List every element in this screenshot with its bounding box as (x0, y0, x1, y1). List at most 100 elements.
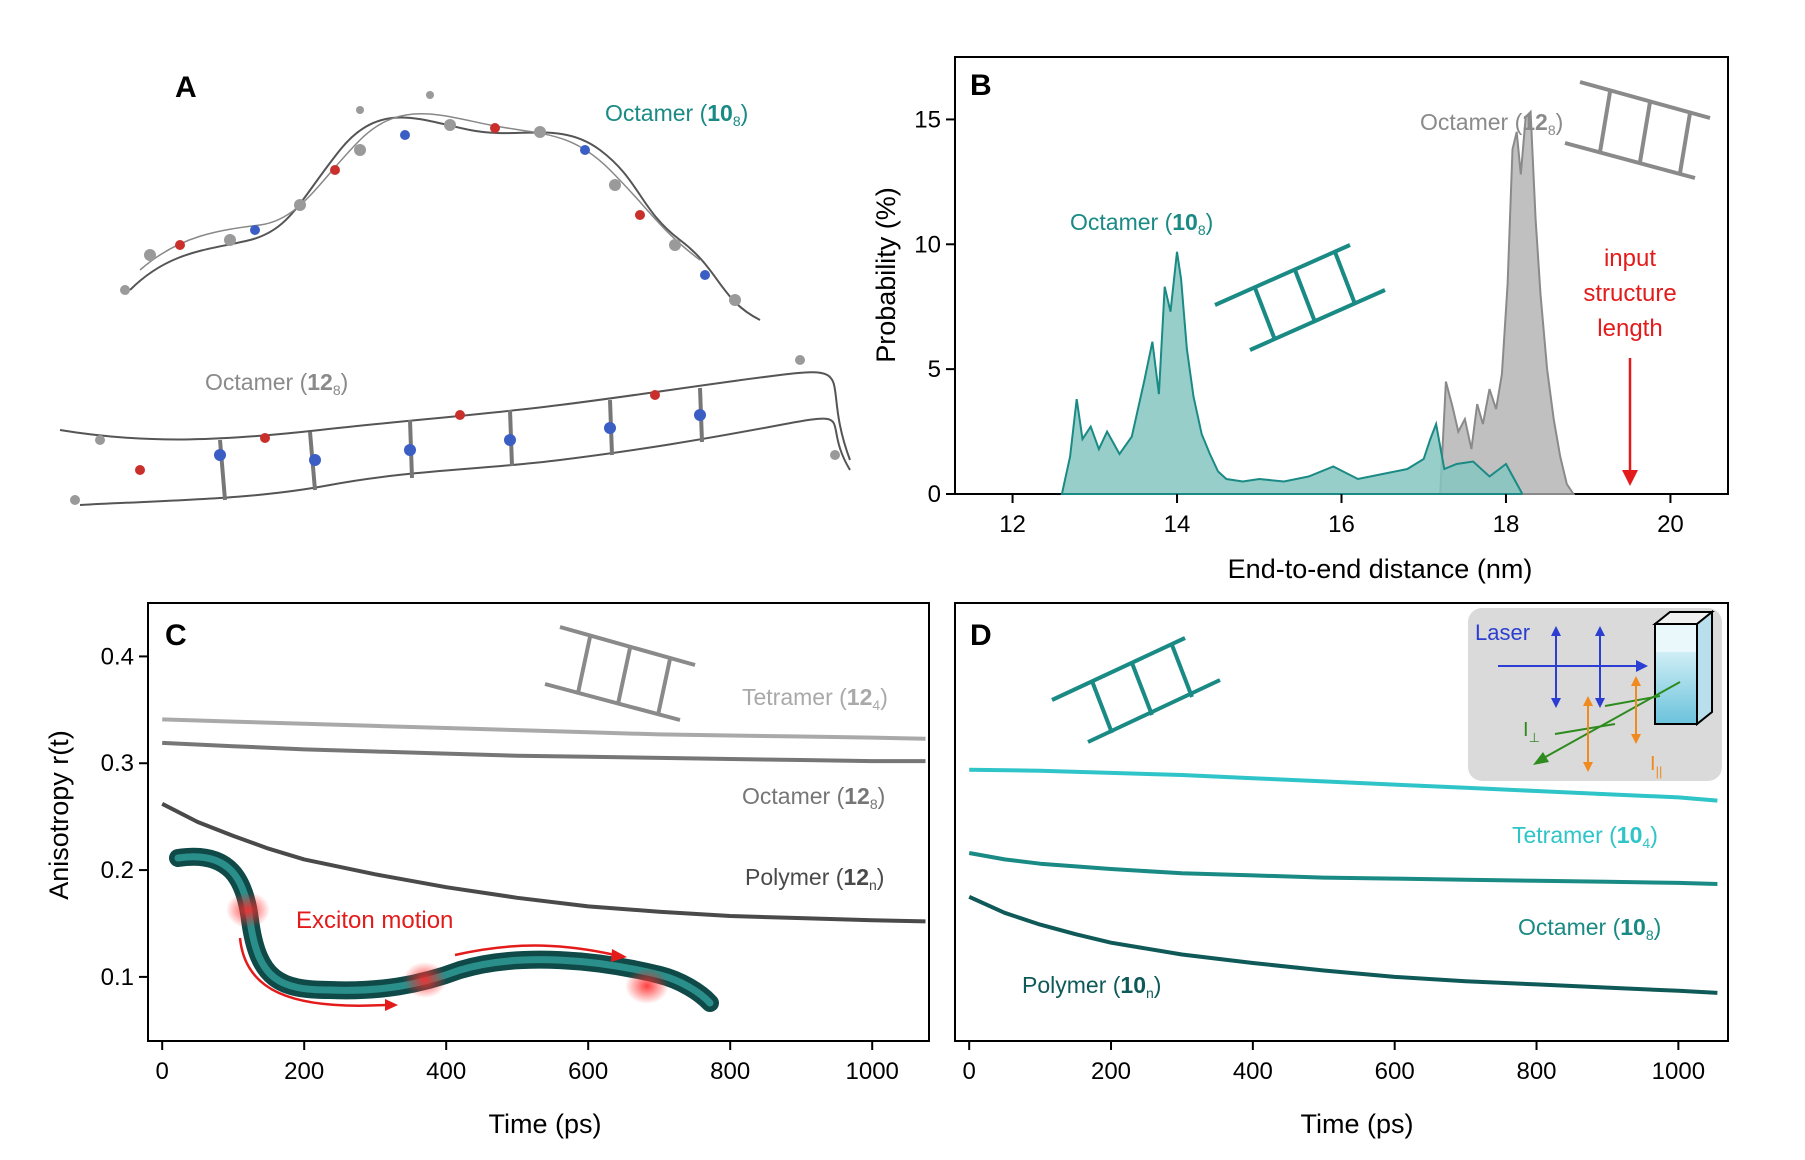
panel-c-label-octamer: Octamer (128) (742, 783, 885, 812)
laser-pol-2-head-top (1595, 626, 1605, 636)
laser-pol-1-head-bottom (1551, 698, 1561, 708)
panel-b-label-10-8: Octamer (108) (1070, 209, 1213, 238)
panel-b-frame (954, 56, 1729, 495)
panel-b-ylabel: Probability (%) (871, 187, 901, 363)
panel-d-x-tick-label-2: 400 (1233, 1058, 1273, 1085)
panel-a-label-12-8: Octamer (128) (205, 369, 348, 398)
panel-d-label-polymer: Polymer (10n) (1022, 972, 1161, 1001)
panel-b-xlabel: End-to-end distance (nm) (1228, 554, 1533, 584)
panel-d-x-tick-label-4: 800 (1516, 1058, 1556, 1085)
exciton-arrow-2-head (611, 949, 627, 962)
panel-c-axes: 0 200 400 600 800 1000 0.1 0.2 0.3 0.4 (101, 643, 899, 1085)
emission-pol-2 (1604, 695, 1661, 707)
panel-c-y-tick-label-3: 0.4 (101, 643, 134, 670)
panel-d-xlabel: Time (ps) (1301, 1109, 1414, 1139)
panel-d-axes: 0 200 400 600 800 1000 (963, 1041, 1705, 1085)
cuvette-icon (1652, 609, 1715, 727)
panel-label-d: D (970, 619, 992, 652)
annotation-arrow-head (1622, 470, 1638, 486)
panel-d-x-tick-label-1: 200 (1091, 1058, 1131, 1085)
panel-b-x-tick-label-2: 16 (1328, 511, 1355, 538)
exciton-arrow-2 (454, 944, 616, 957)
panel-c-series-1 (162, 740, 926, 764)
exciton-arrow-1-head (385, 999, 398, 1011)
panel-d-series (968, 767, 1718, 995)
panel-d-series-0 (969, 767, 1718, 803)
emission-parallel-1-bottom (1583, 762, 1593, 772)
panel-c: C 0 200 400 600 800 1000 0.1 0.2 0.3 0.4 Time (ps… (44, 602, 930, 1139)
panel-c-x-tick-label-3: 600 (568, 1058, 608, 1085)
exciton-arrow-1 (238, 937, 386, 1007)
panel-c-series-0 (162, 717, 926, 741)
molecule-rungs-12-8 (218, 387, 704, 501)
panel-d: D 0 200 400 600 800 1000 Time (ps) Tetramer (… (954, 602, 1729, 1139)
molecular-structure-10-8 (129, 113, 761, 321)
panel-d-frame (954, 602, 1729, 1042)
input-structure-length-annotation: input structure length (1583, 245, 1677, 486)
panel-label-b: B (970, 69, 992, 102)
panel-c-series (161, 717, 926, 924)
inset-i-par-label: I|| (1650, 753, 1662, 779)
exciton-glow-2 (403, 962, 447, 998)
panel-c-label-tetramer: Tetramer (124) (742, 684, 888, 713)
panel-c-frame (147, 602, 930, 1042)
laser-pol-1-head-top (1551, 626, 1561, 636)
panel-c-x-tick-label-1: 200 (284, 1058, 324, 1085)
ladder-icon-gray-c (544, 625, 696, 722)
panel-c-xlabel: Time (ps) (489, 1109, 602, 1139)
ladder-icon-gray (1564, 80, 1711, 180)
inset-i-perp-label: I⊥ (1523, 719, 1540, 745)
panel-a-label-10-8: Octamer (108) (605, 100, 748, 129)
measurement-inset: Laser (1468, 608, 1722, 781)
panel-b-series-0 (1060, 251, 1524, 495)
molecule-atoms-12-8 (70, 355, 840, 505)
emission-parallel-1-top (1583, 696, 1593, 706)
laser-beam-head (1636, 660, 1648, 672)
panel-c-label-polymer: Polymer (12n) (745, 864, 884, 893)
exciton-motion-illustration: Exciton motion (169, 847, 719, 1012)
inset-laser-label: Laser (1475, 620, 1530, 645)
panel-c-ylabel: Anisotropy r(t) (44, 730, 74, 900)
emission-beam (1539, 681, 1681, 761)
panel-b: B 12 14 16 18 20 0 5 10 15 End-to-end distance (… (871, 56, 1729, 584)
panel-c-x-tick-label-4: 800 (710, 1058, 750, 1085)
panel-c-x-tick-label-0: 0 (156, 1058, 169, 1085)
panel-label-c: C (165, 619, 187, 652)
panel-c-x-tick-label-2: 400 (426, 1058, 466, 1085)
emission-pol-1 (1554, 723, 1616, 735)
panel-b-y-tick-label-1: 5 (928, 356, 941, 383)
panel-b-x-tick-label-0: 12 (999, 511, 1026, 538)
panel-b-axes: 12 14 16 18 20 0 5 10 15 (914, 106, 1683, 538)
panel-d-x-tick-label-0: 0 (963, 1058, 976, 1085)
panel-c-series-2 (161, 802, 926, 924)
panel-d-label-tetramer: Tetramer (104) (1512, 822, 1658, 851)
panel-c-y-tick-label-1: 0.2 (101, 857, 134, 884)
panel-label-a: A (175, 71, 197, 104)
panel-c-y-tick-label-0: 0.1 (101, 964, 134, 991)
panel-c-x-tick-label-5: 1000 (846, 1058, 899, 1085)
panel-b-x-tick-label-1: 14 (1164, 511, 1191, 538)
exciton-glow-3 (625, 968, 669, 1004)
panel-b-y-tick-label-3: 15 (914, 106, 941, 133)
panel-d-series-2 (968, 894, 1718, 995)
panel-b-label-12-8: Octamer (128) (1420, 109, 1563, 138)
panel-b-x-tick-label-4: 20 (1657, 511, 1684, 538)
panel-b-x-tick-label-3: 18 (1493, 511, 1520, 538)
panel-b-series (1060, 109, 1576, 495)
exciton-motion-label: Exciton motion (296, 907, 453, 934)
panel-d-label-octamer: Octamer (108) (1518, 914, 1661, 943)
annotation-line-1: input (1604, 245, 1656, 272)
panel-b-series-1 (1439, 109, 1576, 495)
panel-b-y-tick-label-0: 0 (928, 481, 941, 508)
annotation-line-3: length (1597, 315, 1662, 342)
ladder-icon-teal-d (1051, 636, 1221, 744)
panel-d-x-tick-label-3: 600 (1375, 1058, 1415, 1085)
laser-pol-2-head-bottom (1595, 698, 1605, 708)
panel-b-y-tick-label-2: 10 (914, 231, 941, 258)
emission-parallel-2-top (1631, 676, 1641, 686)
panel-a: A Octamer (108) (59, 71, 851, 506)
ladder-icon-teal (1214, 243, 1386, 352)
emission-beam-head (1533, 752, 1549, 765)
panel-d-x-tick-label-5: 1000 (1652, 1058, 1705, 1085)
emission-parallel-2-bottom (1631, 734, 1641, 744)
